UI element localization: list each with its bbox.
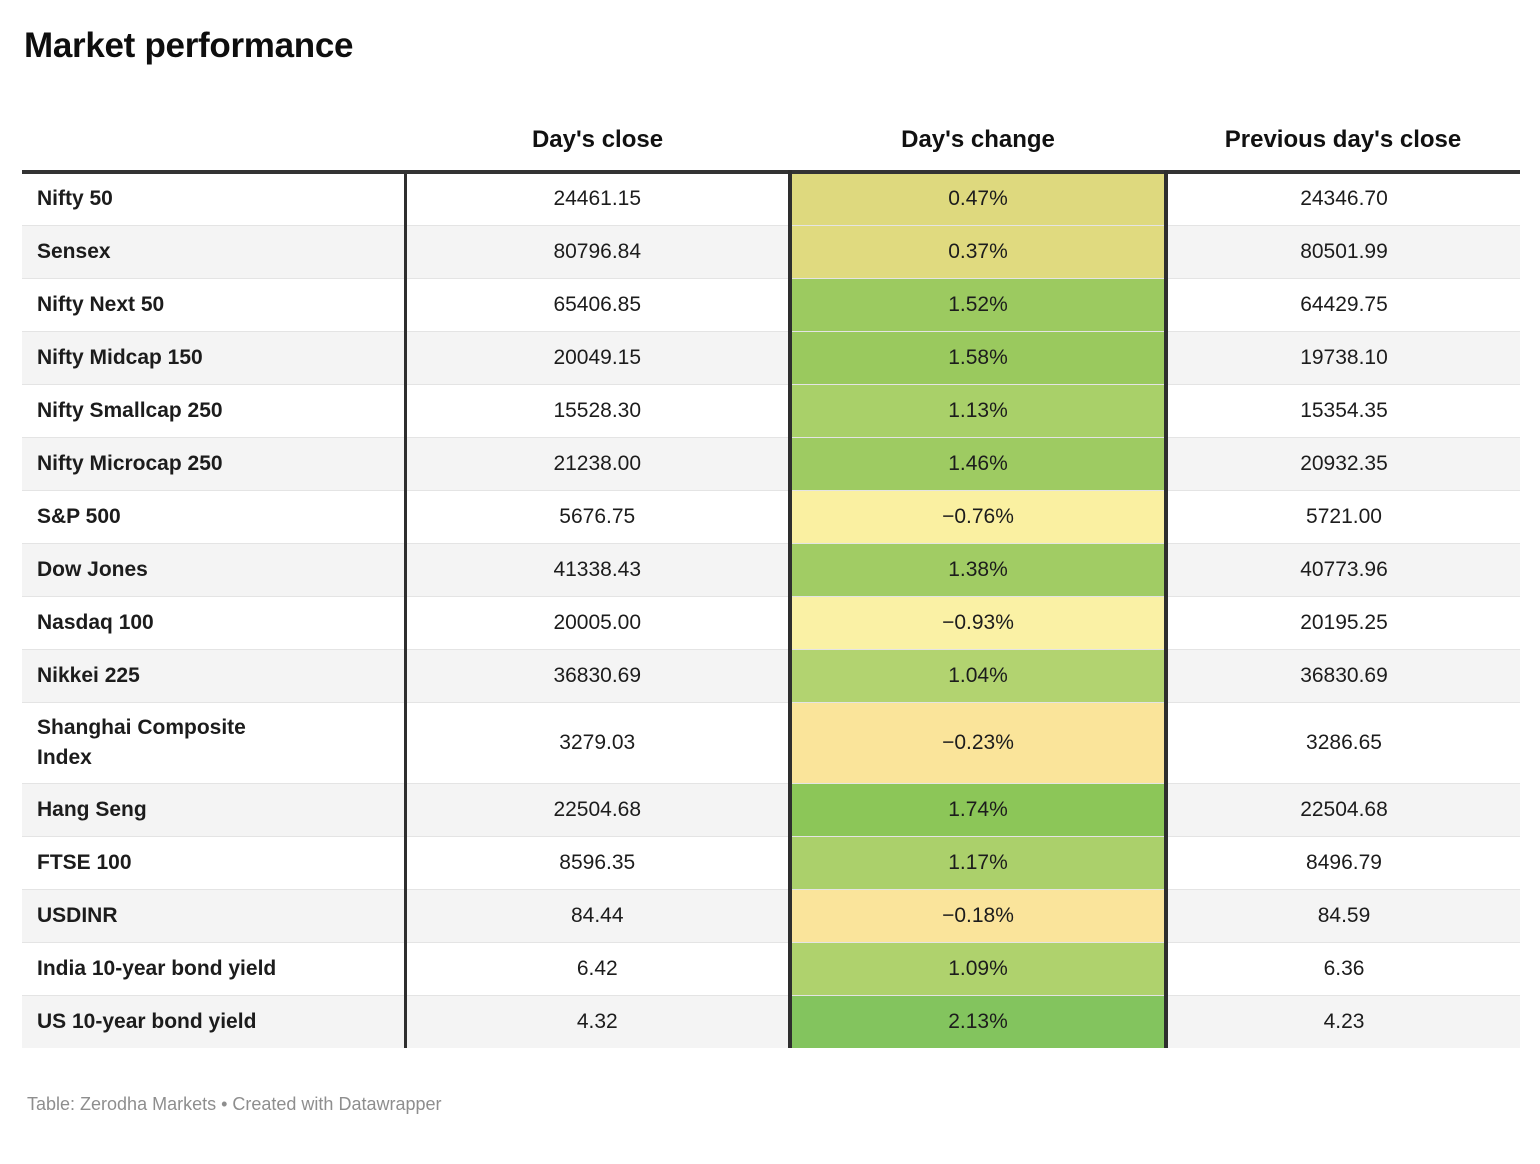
days-close-value: 41338.43 <box>403 542 790 596</box>
row-label: Dow Jones <box>22 542 405 596</box>
table-row: India 10-year bond yield 6.42 1.09% 6.36 <box>22 941 1520 995</box>
table-row: Nikkei 225 36830.69 1.04% 36830.69 <box>22 648 1520 702</box>
table-attribution: Table: Zerodha Markets • Created with Da… <box>27 1094 442 1114</box>
row-label: Nifty 50 <box>37 187 113 211</box>
row-label: US 10-year bond yield <box>22 994 405 1048</box>
days-change-cell: 1.17% <box>788 835 1168 889</box>
previous-close-value: 36830.69 <box>1166 648 1520 702</box>
previous-close-value: 6.36 <box>1166 941 1520 995</box>
days-close-value: 5676.75 <box>403 489 790 543</box>
days-close-value: 65406.85 <box>403 277 790 331</box>
previous-close-value: 24346.70 <box>1300 187 1388 211</box>
table-header: Day's close Day's change Previous day's … <box>22 106 1520 172</box>
table-row: US 10-year bond yield 4.32 2.13% 4.23 <box>22 994 1520 1048</box>
days-change-cell: 0.37% <box>788 224 1168 278</box>
previous-close-value: 15354.35 <box>1166 383 1520 437</box>
market-performance-table: Day's close Day's change Previous day's … <box>22 106 1520 1048</box>
previous-close-value: 8496.79 <box>1166 835 1520 889</box>
days-change-cell: 1.74% <box>788 782 1168 836</box>
days-close-value: 36830.69 <box>403 648 790 702</box>
days-close-value: 20005.00 <box>403 595 790 649</box>
previous-close-value: 84.59 <box>1166 888 1520 942</box>
table-row: USDINR 84.44 −0.18% 84.59 <box>22 888 1520 942</box>
days-change-cell: −0.18% <box>788 888 1168 942</box>
row-label: Nifty Microcap 250 <box>22 436 405 490</box>
row-label: Hang Seng <box>22 782 405 836</box>
table-row: S&P 500 5676.75 −0.76% 5721.00 <box>22 489 1520 543</box>
table-row: Shanghai Composite Index 3279.03 −0.23% … <box>22 701 1520 783</box>
previous-close-value: 80501.99 <box>1166 224 1520 278</box>
row-label: Nifty Midcap 150 <box>22 330 405 384</box>
row-label: S&P 500 <box>22 489 405 543</box>
days-close-value: 15528.30 <box>403 383 790 437</box>
days-change-cell: 1.58% <box>788 330 1168 384</box>
days-change-cell: −0.76% <box>788 489 1168 543</box>
previous-close-value: 22504.68 <box>1166 782 1520 836</box>
table-row: Nifty Microcap 250 21238.00 1.46% 20932.… <box>22 436 1520 490</box>
days-close-value: 8596.35 <box>403 835 790 889</box>
days-change-cell: 1.46% <box>788 436 1168 490</box>
days-change-cell: 2.13% <box>788 994 1168 1048</box>
table-row: Nifty Next 50 65406.85 1.52% 64429.75 <box>22 277 1520 331</box>
row-label: Shanghai Composite Index <box>22 701 405 783</box>
table-row: Sensex 80796.84 0.37% 80501.99 <box>22 224 1520 278</box>
previous-close-value: 40773.96 <box>1166 542 1520 596</box>
page-title: Market performance <box>24 26 354 65</box>
column-header-previous-close: Previous day's close <box>1224 126 1462 153</box>
table-row: Nifty 50 24461.15 0.47% 24346.70 <box>22 172 1520 225</box>
days-close-value: 24461.15 <box>403 172 790 225</box>
days-change-cell: −0.23% <box>788 701 1168 783</box>
header-row: Day's close Day's change Previous day's … <box>22 106 1520 172</box>
table-row: Dow Jones 41338.43 1.38% 40773.96 <box>22 542 1520 596</box>
previous-close-value: 5721.00 <box>1166 489 1520 543</box>
days-change-cell: −0.93% <box>788 595 1168 649</box>
previous-close-value: 20932.35 <box>1166 436 1520 490</box>
previous-close-value: 4.23 <box>1166 994 1520 1048</box>
days-change-cell: 0.47% <box>788 172 1168 225</box>
days-change-cell: 1.09% <box>788 941 1168 995</box>
table-body: Nifty 50 24461.15 0.47% 24346.70 Sensex … <box>22 172 1520 1048</box>
table-row: Hang Seng 22504.68 1.74% 22504.68 <box>22 782 1520 836</box>
days-close-value: 84.44 <box>403 888 790 942</box>
column-header-index <box>22 106 405 172</box>
days-change-cell: 1.04% <box>788 648 1168 702</box>
days-change-cell: 1.52% <box>788 277 1168 331</box>
column-header-days-close: Day's close <box>531 126 664 153</box>
row-label: Nikkei 225 <box>22 648 405 702</box>
row-label: Nasdaq 100 <box>22 595 405 649</box>
row-label: Sensex <box>22 224 405 278</box>
days-close-value: 3279.03 <box>403 701 790 783</box>
days-close-value: 21238.00 <box>403 436 790 490</box>
days-close-value: 80796.84 <box>403 224 790 278</box>
days-close-value: 20049.15 <box>403 330 790 384</box>
previous-close-value: 3286.65 <box>1166 701 1520 783</box>
row-label: India 10-year bond yield <box>22 941 405 995</box>
table-row: Nasdaq 100 20005.00 −0.93% 20195.25 <box>22 595 1520 649</box>
table-row: Nifty Midcap 150 20049.15 1.58% 19738.10 <box>22 330 1520 384</box>
table-row: FTSE 100 8596.35 1.17% 8496.79 <box>22 835 1520 889</box>
previous-close-value: 19738.10 <box>1166 330 1520 384</box>
row-label: Nifty Smallcap 250 <box>22 383 405 437</box>
row-label: USDINR <box>22 888 405 942</box>
days-change-cell: 1.13% <box>788 383 1168 437</box>
column-header-days-change: Day's change <box>901 126 1055 153</box>
days-change-cell: 1.38% <box>788 542 1168 596</box>
row-label: Nifty Next 50 <box>22 277 405 331</box>
previous-close-value: 20195.25 <box>1166 595 1520 649</box>
previous-close-value: 64429.75 <box>1166 277 1520 331</box>
table-row: Nifty Smallcap 250 15528.30 1.13% 15354.… <box>22 383 1520 437</box>
days-close-value: 6.42 <box>403 941 790 995</box>
row-label: FTSE 100 <box>22 835 405 889</box>
days-close-value: 4.32 <box>403 994 790 1048</box>
days-close-value: 22504.68 <box>403 782 790 836</box>
